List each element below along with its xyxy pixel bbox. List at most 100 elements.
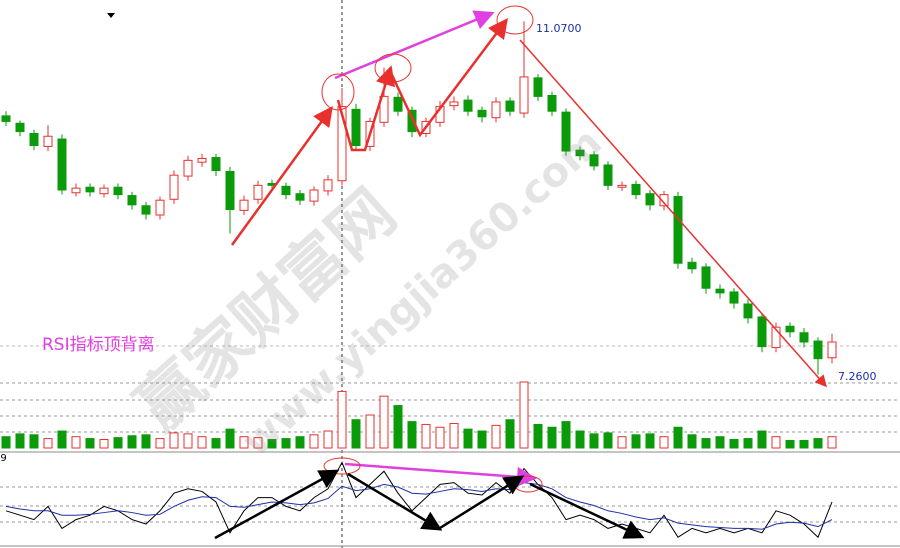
candle-body — [575, 149, 585, 157]
volume-bar — [309, 434, 319, 449]
volume-bar — [15, 433, 25, 449]
candle-body — [743, 303, 753, 319]
candle-body — [183, 159, 193, 177]
candle-body — [99, 187, 109, 195]
candle-body — [379, 95, 389, 123]
volume-bar — [435, 426, 445, 449]
volume-bar — [519, 381, 529, 449]
candle-body — [547, 94, 557, 112]
annotations — [214, 5, 827, 540]
candle-body — [827, 341, 837, 359]
candle-body — [757, 316, 767, 348]
volume-bar — [393, 405, 403, 449]
candle-body — [211, 157, 221, 172]
volume-bar — [43, 438, 53, 449]
candle-body — [309, 189, 319, 202]
volume-bar — [253, 437, 263, 449]
candle-body — [351, 108, 361, 147]
candle-body — [533, 77, 543, 97]
candle-body — [29, 132, 39, 147]
volume-bar — [477, 430, 487, 449]
volume-bar — [561, 421, 571, 449]
candle-body — [127, 195, 137, 206]
candle-body — [113, 186, 123, 196]
volume-bar — [645, 433, 655, 449]
candle-body — [617, 184, 627, 188]
candle-body — [281, 185, 291, 196]
volume-bar — [351, 419, 361, 449]
candle-body — [71, 187, 81, 194]
volume-bar — [295, 436, 305, 449]
candle-body — [729, 291, 739, 304]
candle-body — [659, 194, 669, 207]
rsi-label: 69 — [0, 453, 7, 464]
candle-body — [295, 193, 305, 201]
volume-bar — [141, 434, 151, 449]
volume-bar — [687, 434, 697, 449]
volume-bar — [323, 430, 333, 449]
volume-bar — [715, 436, 725, 449]
candle-body — [673, 195, 683, 264]
volume-bar — [281, 438, 291, 449]
volume-bar — [183, 433, 193, 449]
candle-body — [603, 164, 613, 186]
candle-body — [631, 183, 641, 196]
candle-body — [155, 199, 165, 216]
volume-bar — [589, 433, 599, 449]
volume-bar — [155, 438, 165, 449]
volume-bar — [547, 426, 557, 449]
candle-body — [519, 76, 529, 114]
volume-bar — [85, 438, 95, 449]
candle-body — [785, 325, 795, 333]
volume-bar — [197, 436, 207, 449]
candle-body — [323, 179, 333, 192]
volume-bar — [379, 395, 389, 449]
volume-bar — [729, 439, 739, 449]
candle-body — [715, 288, 725, 294]
candle-body — [85, 186, 95, 193]
candle-body — [393, 96, 403, 112]
watermark: 赢家财富网 www.yingjia360.com — [123, 119, 611, 465]
candle-body — [449, 101, 459, 107]
menu-icon — [107, 13, 115, 18]
volume-bar — [617, 436, 627, 449]
annotation: RSI指标顶背离 — [42, 335, 155, 355]
volume-bar — [113, 437, 123, 449]
candle-body — [463, 99, 473, 112]
volume-bar — [421, 423, 431, 449]
volume-bar — [813, 438, 823, 449]
volume-bar — [99, 439, 109, 449]
candle-body — [1, 115, 11, 122]
candle-body — [141, 205, 151, 215]
volume-bar — [29, 434, 39, 449]
candle-body — [645, 193, 655, 206]
candle-body — [589, 154, 599, 167]
volume-bar — [785, 439, 795, 449]
volume-bar — [827, 436, 837, 449]
volume-bar — [673, 426, 683, 449]
min-price-label: 7.2600 — [838, 370, 877, 383]
volume-bar — [57, 430, 67, 449]
candle-body — [561, 111, 571, 152]
volume-bar — [337, 390, 347, 449]
candle-body — [169, 174, 179, 200]
volume-bar — [631, 434, 641, 449]
volume-bar — [169, 432, 179, 449]
marks — [1, 21, 837, 539]
candle-body — [477, 109, 487, 118]
volume-bar — [603, 432, 613, 449]
candle-body — [43, 135, 53, 147]
candle-body — [407, 109, 417, 133]
candle-body — [491, 101, 501, 119]
volume-bar — [407, 421, 417, 449]
candle-body — [225, 170, 235, 210]
volume-bar — [743, 438, 753, 449]
candle-body — [813, 340, 823, 360]
rsi-line — [5, 461, 833, 539]
volume-bar — [449, 422, 459, 449]
candle-body — [15, 122, 25, 133]
rsi-line — [5, 482, 833, 530]
volume-bar — [365, 414, 375, 449]
volume-bar — [799, 439, 809, 449]
